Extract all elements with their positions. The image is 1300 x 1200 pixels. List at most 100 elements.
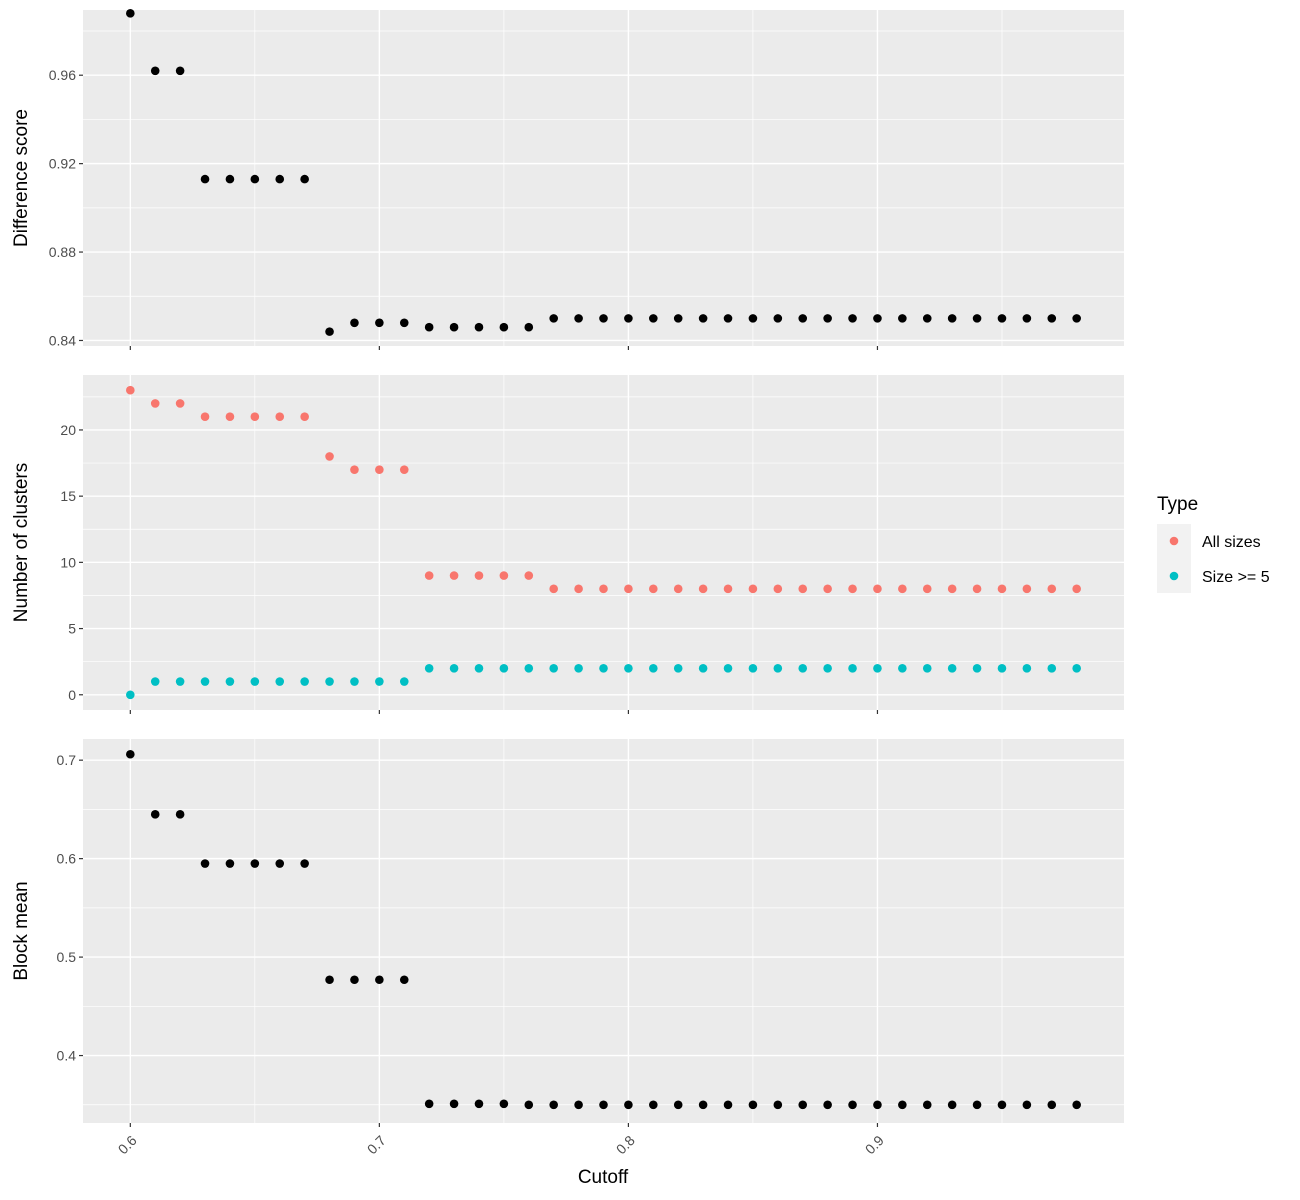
data-point <box>499 663 509 673</box>
data-point <box>823 1100 832 1110</box>
y-tick-label: 0.96 <box>49 67 76 83</box>
y-axis-title: Difference score <box>11 109 32 247</box>
data-point <box>574 314 583 323</box>
data-point <box>175 399 185 408</box>
data-point <box>1022 314 1032 323</box>
data-point <box>997 1100 1007 1110</box>
data-point <box>1022 584 1032 594</box>
data-point <box>574 584 583 594</box>
data-point <box>748 1100 758 1110</box>
y-tick-label: 0.5 <box>57 949 77 965</box>
data-point <box>150 66 160 76</box>
data-point <box>499 322 509 332</box>
data-point <box>873 1100 882 1110</box>
data-point <box>375 677 384 686</box>
data-point <box>848 1100 857 1110</box>
data-point <box>673 314 683 323</box>
data-point <box>773 1100 783 1110</box>
data-point <box>848 314 857 323</box>
data-point <box>1072 1100 1081 1110</box>
data-point <box>449 1099 459 1109</box>
data-point <box>972 1100 982 1110</box>
data-point <box>399 677 409 686</box>
data-point <box>599 1100 608 1110</box>
panel-2: 0 5 10 15 20 Number of clusters <box>11 375 1124 714</box>
data-point <box>599 584 608 594</box>
y-axis-title: Number of clusters <box>11 463 32 622</box>
data-point <box>649 314 658 323</box>
data-point <box>549 314 558 323</box>
legend-key-background <box>1157 524 1191 593</box>
data-point <box>300 677 309 686</box>
data-point <box>997 314 1007 323</box>
data-point <box>947 584 957 594</box>
data-point <box>898 663 907 673</box>
data-point <box>175 810 185 819</box>
data-point <box>350 677 359 686</box>
panel-background <box>83 10 1124 346</box>
legend-key-all-sizes <box>1169 536 1179 546</box>
panel-background <box>83 739 1124 1123</box>
data-point <box>350 318 359 328</box>
data-point <box>175 677 185 686</box>
data-point <box>175 66 185 76</box>
data-point <box>325 677 334 686</box>
data-point <box>250 859 260 868</box>
y-axis-title: Block mean <box>11 881 32 980</box>
data-point <box>474 571 484 580</box>
data-point <box>250 677 260 686</box>
data-point <box>922 1100 932 1110</box>
data-point <box>275 677 285 686</box>
data-point <box>1047 1100 1057 1110</box>
data-point <box>1072 584 1081 594</box>
data-point <box>798 1100 808 1110</box>
data-point <box>649 663 658 673</box>
y-tick-label: 0.4 <box>57 1048 77 1064</box>
data-point <box>947 314 957 323</box>
data-point <box>126 749 135 759</box>
y-tick-label: 0.6 <box>57 851 77 867</box>
data-point <box>200 677 210 686</box>
data-point <box>972 584 982 594</box>
data-point <box>524 663 534 673</box>
data-point <box>1047 314 1057 323</box>
data-point <box>599 314 608 323</box>
data-point <box>698 314 708 323</box>
data-point <box>798 663 808 673</box>
data-point <box>748 314 758 323</box>
data-point <box>773 584 783 594</box>
data-point <box>1047 663 1057 673</box>
data-point <box>499 571 509 580</box>
data-point <box>449 571 459 580</box>
y-tick-label: 0.7 <box>57 752 77 768</box>
x-axis-title: Cutoff <box>578 1167 629 1188</box>
data-point <box>300 174 309 184</box>
data-point <box>698 584 708 594</box>
data-point <box>673 584 683 594</box>
data-point <box>748 584 758 594</box>
data-point <box>250 412 260 422</box>
data-point <box>748 663 758 673</box>
data-point <box>624 584 633 594</box>
data-point <box>922 584 932 594</box>
data-point <box>773 314 783 323</box>
data-point <box>823 314 832 323</box>
data-point <box>250 174 260 184</box>
data-point <box>375 318 384 328</box>
data-point <box>275 859 285 868</box>
data-point <box>848 663 857 673</box>
data-point <box>399 975 409 985</box>
data-point <box>225 174 235 184</box>
data-point <box>873 314 882 323</box>
data-point <box>574 1100 583 1110</box>
data-point <box>798 314 808 323</box>
data-point <box>424 322 434 332</box>
data-point <box>524 1100 534 1110</box>
data-point <box>898 1100 907 1110</box>
data-point <box>624 1100 633 1110</box>
data-point <box>898 314 907 323</box>
x-tick-label: 0.7 <box>364 1132 389 1157</box>
data-point <box>424 571 434 580</box>
data-point <box>972 663 982 673</box>
